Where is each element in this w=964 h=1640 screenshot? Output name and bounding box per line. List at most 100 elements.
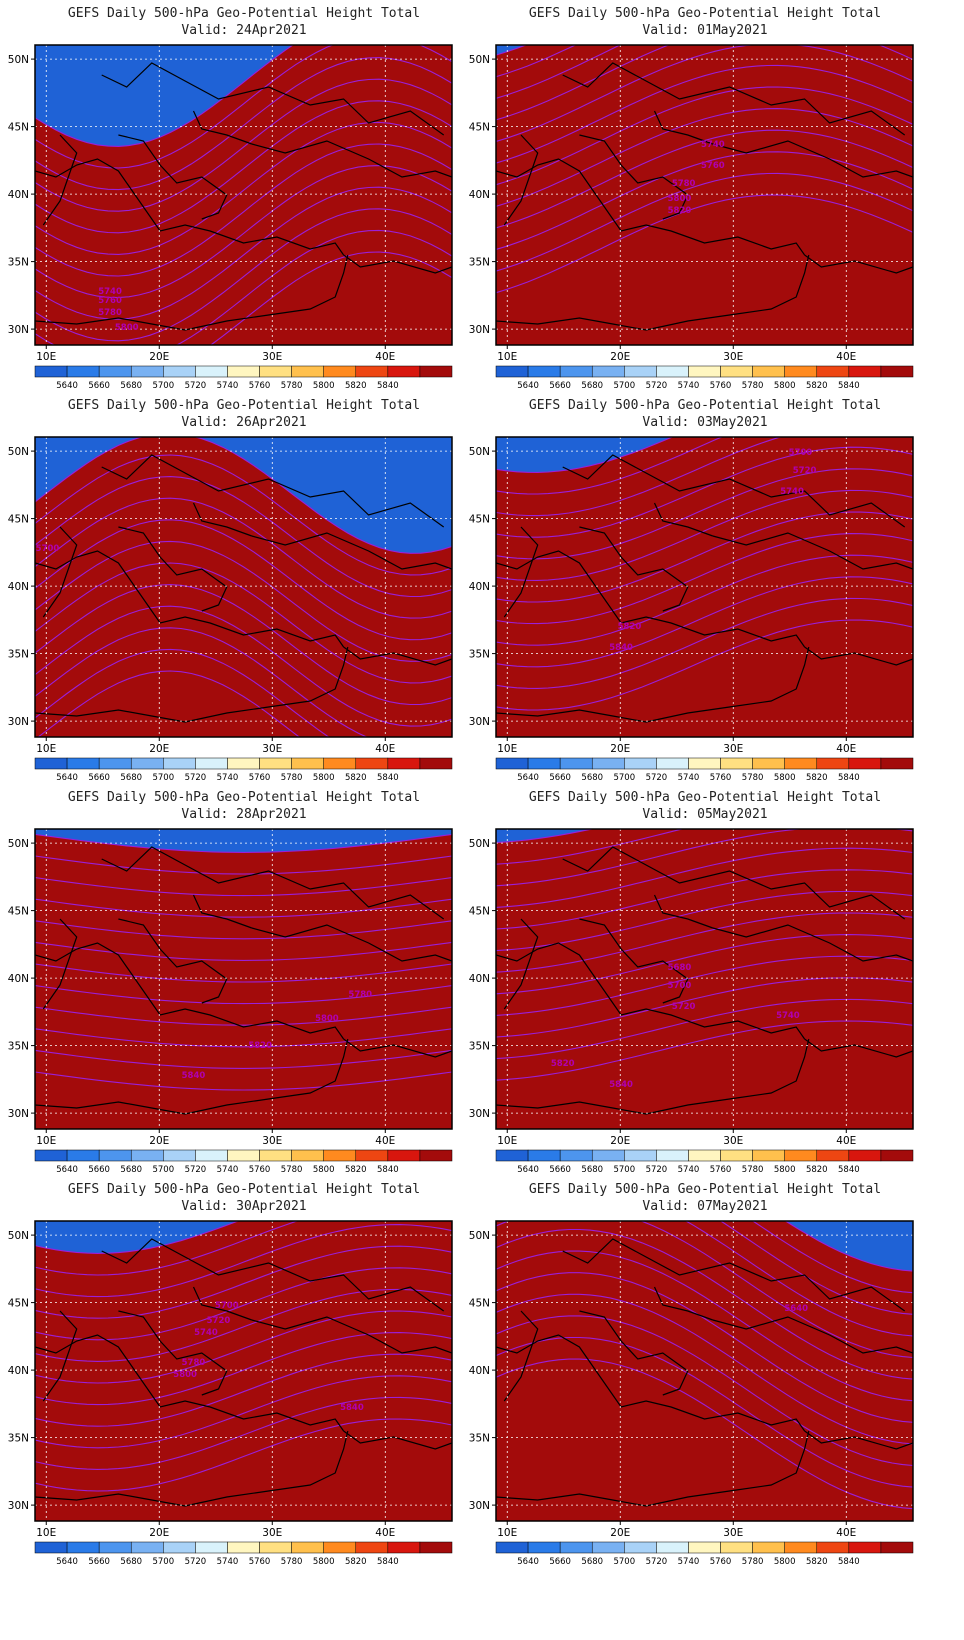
contour-line bbox=[35, 186, 452, 320]
colorbar-swatch bbox=[656, 1149, 689, 1162]
colorbar-label: 5640 bbox=[517, 1557, 539, 1567]
panel-title: GEFS Daily 500-hPa Geo-Potential Height … bbox=[529, 6, 881, 21]
contour-line bbox=[35, 1288, 452, 1362]
colorbar-swatch bbox=[591, 757, 625, 770]
filled-contours bbox=[496, 1221, 913, 1521]
colorbar-swatch bbox=[559, 365, 593, 378]
colorbar-swatch bbox=[66, 365, 100, 378]
coastline bbox=[503, 918, 539, 1010]
contour-line bbox=[496, 151, 913, 251]
map-panel: GEFS Daily 500-hPa Geo-Potential Height … bbox=[0, 784, 482, 1194]
coastline bbox=[35, 254, 349, 331]
lon-tick-label: 20E bbox=[149, 351, 169, 363]
lat-tick-label: 45N bbox=[8, 122, 29, 134]
colorbar-label: 5820 bbox=[345, 1165, 367, 1175]
contour-label: 5800 bbox=[173, 1370, 197, 1380]
colorbar-label: 5680 bbox=[581, 381, 603, 391]
colorbar-swatch bbox=[259, 757, 292, 770]
filled-contours bbox=[496, 437, 913, 737]
lat-tick-label: 50N bbox=[8, 1230, 29, 1242]
colorbar-swatch bbox=[720, 1541, 753, 1554]
contour-label: 5820 bbox=[668, 206, 692, 216]
colorbar-label: 5780 bbox=[281, 381, 303, 391]
lat-tick-label: 40N bbox=[469, 1365, 490, 1377]
coastline bbox=[496, 550, 806, 648]
contour-line bbox=[35, 208, 452, 342]
colorbar-swatch bbox=[291, 1541, 324, 1554]
colorbar-label: 5800 bbox=[313, 381, 335, 391]
lat-tick-label: 30N bbox=[469, 1500, 490, 1512]
panel-title: GEFS Daily 500-hPa Geo-Potential Height … bbox=[529, 398, 881, 413]
lat-tick-label: 50N bbox=[8, 54, 29, 66]
shaded-band bbox=[496, 829, 913, 1129]
panel-title: GEFS Daily 500-hPa Geo-Potential Height … bbox=[68, 1182, 420, 1197]
map-frame bbox=[34, 436, 453, 738]
contour-label: 5780 bbox=[348, 990, 372, 1000]
lat-tick-label: 40N bbox=[8, 189, 29, 201]
contour-line bbox=[35, 1375, 452, 1449]
colorbar-swatch bbox=[624, 757, 657, 770]
lon-tick-label: 10E bbox=[36, 351, 56, 363]
coastline bbox=[192, 894, 253, 929]
lon-tick-label: 20E bbox=[149, 1135, 169, 1147]
colorbar-label: 5820 bbox=[345, 773, 367, 783]
lat-tick-label: 45N bbox=[469, 906, 490, 918]
lon-tick-label: 20E bbox=[610, 351, 630, 363]
contour-label: 5760 bbox=[98, 296, 122, 306]
coastline bbox=[712, 924, 913, 962]
lat-tick-label: 35N bbox=[8, 1041, 29, 1053]
lat-tick-label: 45N bbox=[8, 514, 29, 526]
colorbar-label: 5680 bbox=[581, 773, 603, 783]
coastline bbox=[496, 1430, 810, 1507]
coastline bbox=[118, 526, 228, 612]
lon-tick-label: 20E bbox=[610, 1527, 630, 1539]
colorbar-label: 5760 bbox=[249, 1557, 271, 1567]
contour-line bbox=[496, 468, 913, 560]
map-svg: GEFS Daily 500-hPa Geo-Potential Height … bbox=[469, 1182, 914, 1567]
colorbar-swatch bbox=[419, 1541, 453, 1554]
map-panel: GEFS Daily 500-hPa Geo-Potential Height … bbox=[461, 784, 943, 1194]
colorbar-swatch bbox=[291, 365, 324, 378]
map-panel: GEFS Daily 500-hPa Geo-Potential Height … bbox=[461, 392, 943, 802]
lat-tick-label: 45N bbox=[8, 1298, 29, 1310]
contour-label: 5720 bbox=[672, 1002, 696, 1012]
coastline bbox=[503, 526, 539, 618]
coastline bbox=[35, 1430, 349, 1507]
colorbar-label: 5800 bbox=[313, 1165, 335, 1175]
lat-tick-label: 45N bbox=[469, 514, 490, 526]
colorbar-label: 5840 bbox=[838, 381, 860, 391]
coastline bbox=[653, 110, 714, 145]
colorbar-swatch bbox=[816, 1541, 850, 1554]
contour-line bbox=[35, 78, 452, 212]
coastline bbox=[562, 454, 906, 528]
colorbar-swatch bbox=[591, 1541, 625, 1554]
map-svg: GEFS Daily 500-hPa Geo-Potential Height … bbox=[469, 398, 914, 783]
colorbar-label: 5820 bbox=[806, 1557, 828, 1567]
contour-label: 5720 bbox=[793, 466, 817, 476]
lat-tick-label: 50N bbox=[469, 1230, 490, 1242]
coastline bbox=[496, 158, 806, 256]
contour-line bbox=[496, 1358, 913, 1510]
contour-line bbox=[35, 45, 294, 147]
colorbar-swatch bbox=[259, 365, 292, 378]
colorbar-swatch bbox=[291, 757, 324, 770]
shaded-band bbox=[35, 834, 452, 1129]
coastline bbox=[496, 942, 806, 1040]
colorbar-swatch bbox=[752, 1149, 785, 1162]
colorbar-swatch bbox=[323, 757, 357, 770]
colorbar-swatch bbox=[163, 1541, 196, 1554]
contour-line bbox=[784, 1221, 913, 1272]
colorbar-swatch bbox=[688, 1541, 721, 1554]
coastline bbox=[496, 646, 810, 723]
coastline bbox=[192, 1286, 253, 1321]
colorbar-swatch bbox=[880, 1541, 914, 1554]
lat-tick-label: 40N bbox=[469, 581, 490, 593]
colorbar-swatch bbox=[720, 365, 753, 378]
colorbar-swatch bbox=[880, 365, 914, 378]
coastline bbox=[712, 532, 913, 570]
contour-line bbox=[496, 869, 913, 930]
colorbar-label: 5740 bbox=[217, 1557, 239, 1567]
colorbar-label: 5780 bbox=[281, 773, 303, 783]
panel-valid-date: Valid: 30Apr2021 bbox=[181, 1199, 306, 1214]
contour-line bbox=[496, 437, 724, 495]
